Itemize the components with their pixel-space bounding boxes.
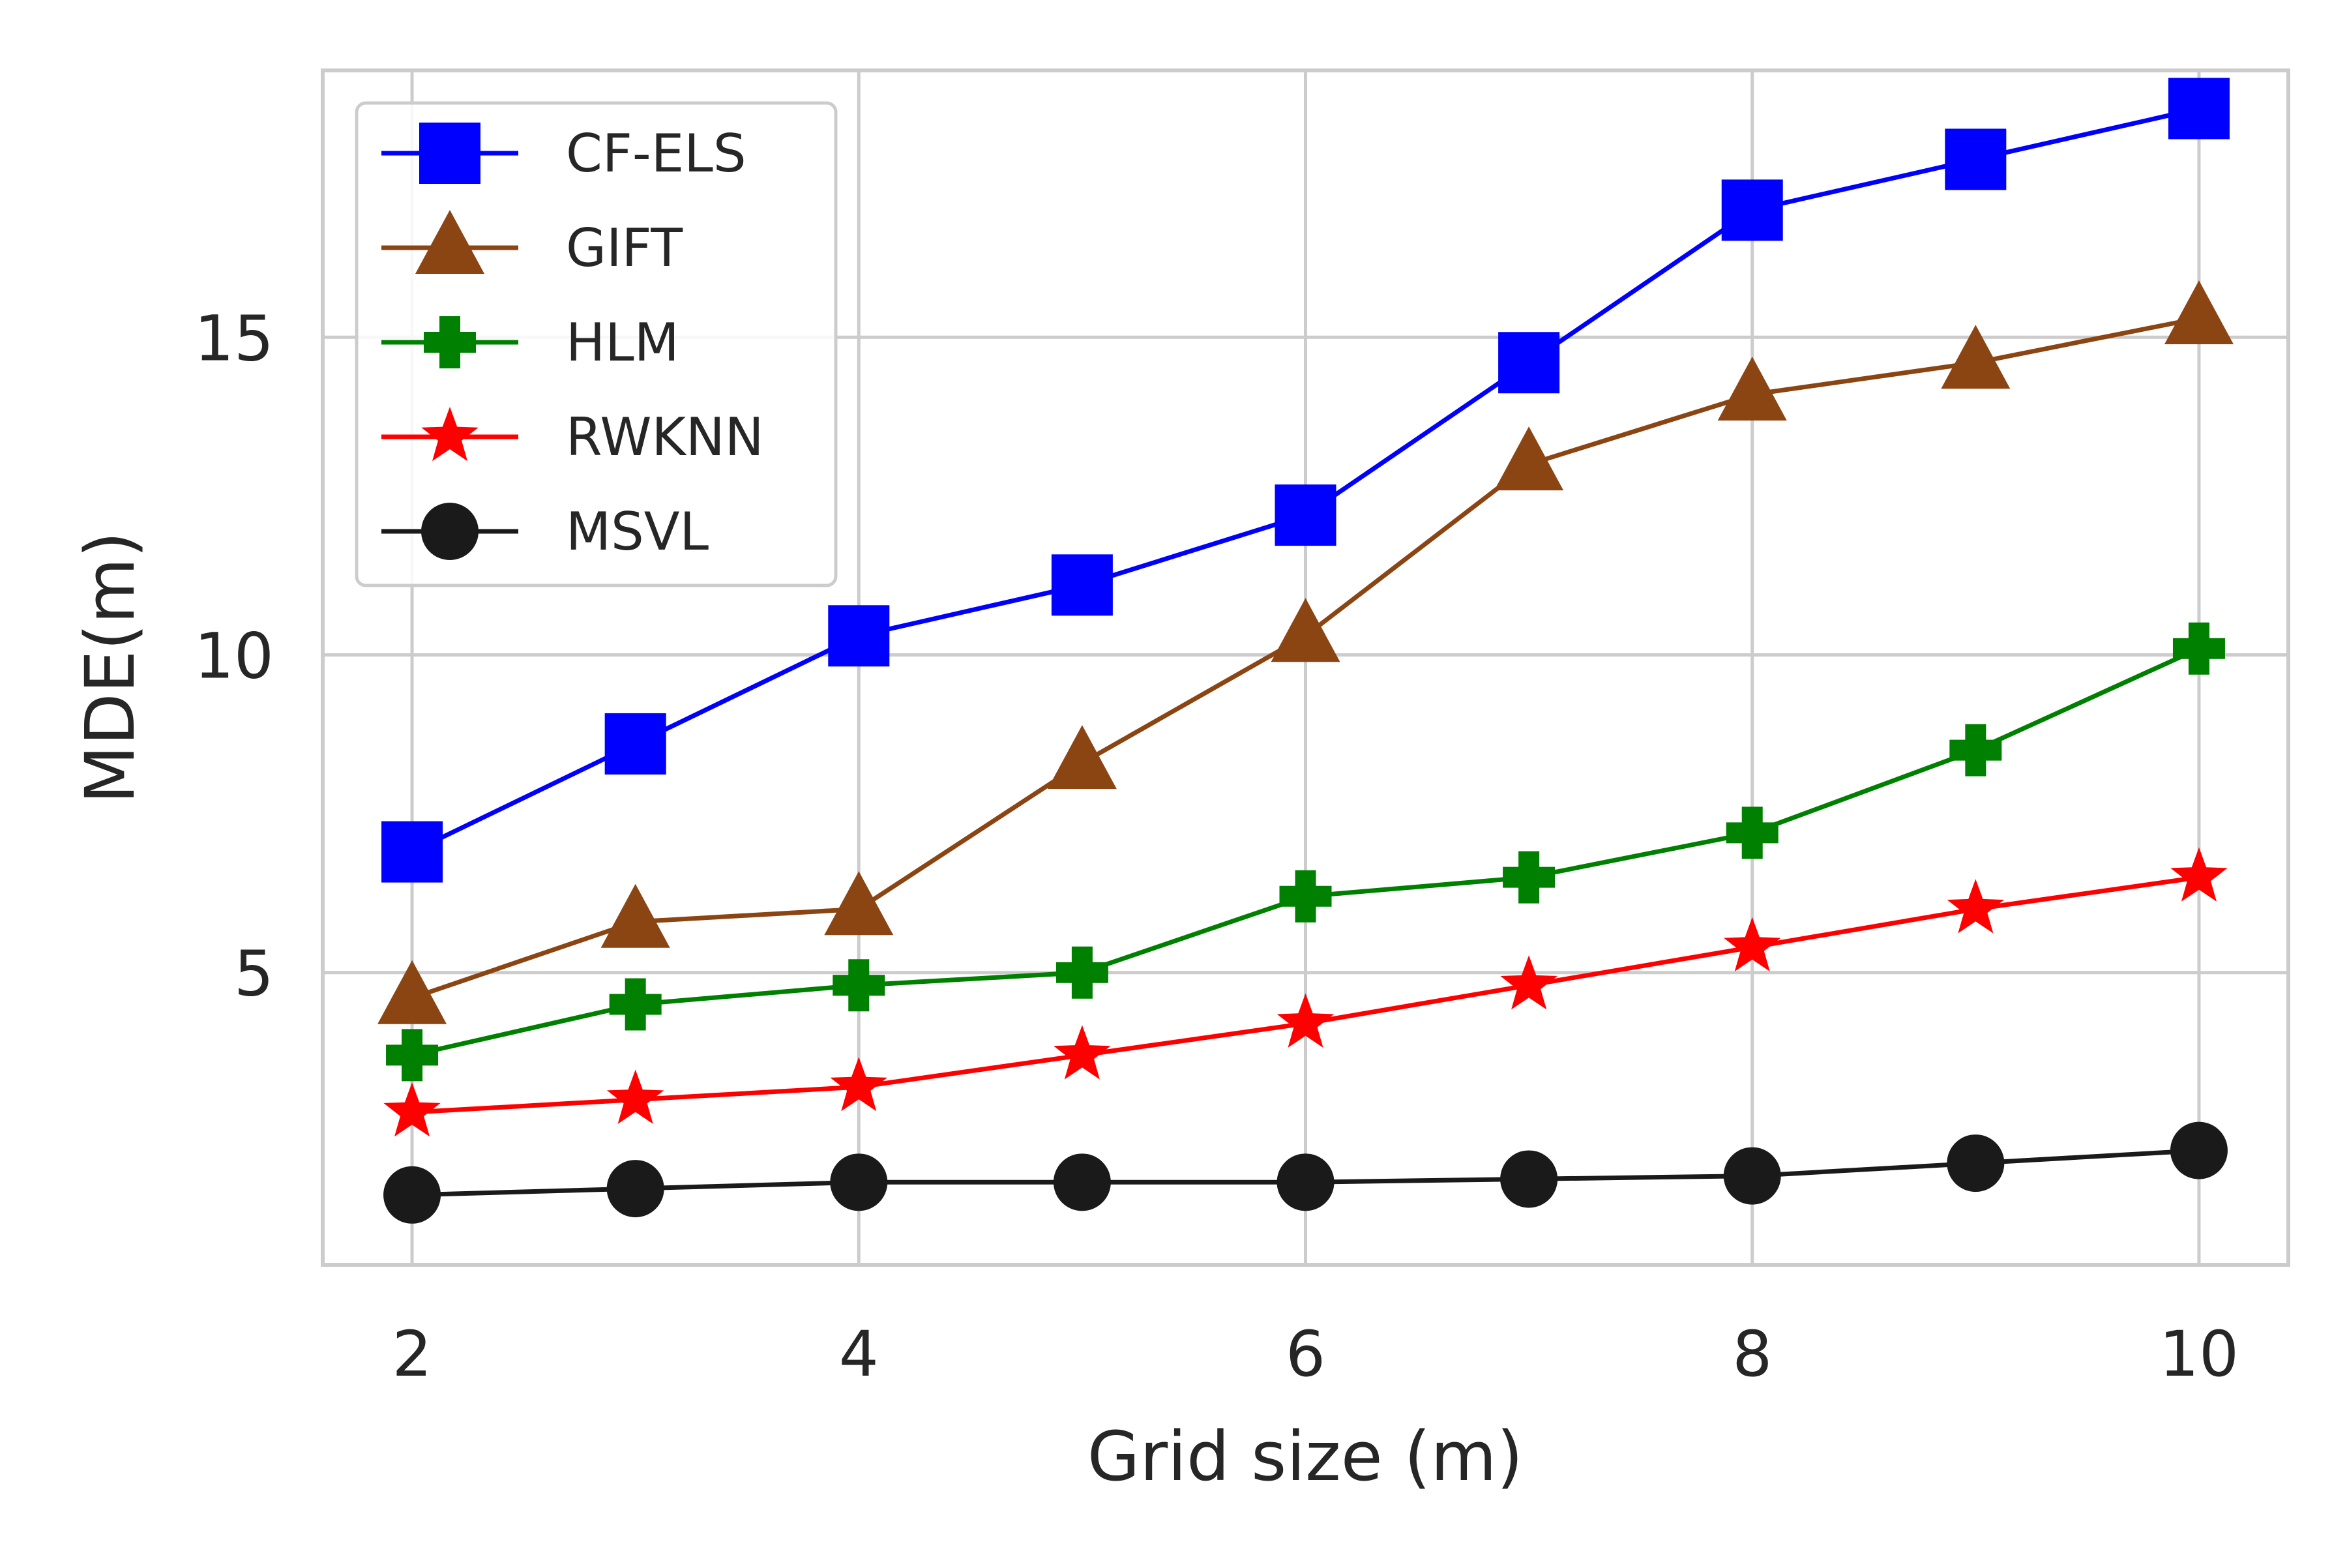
y-tick-label: 15 — [194, 302, 274, 375]
legend-marker-gift — [415, 210, 484, 274]
plot-frame — [321, 68, 2290, 1267]
legend-box — [355, 101, 838, 587]
data-point-hlm — [1726, 806, 1779, 859]
data-point-cf-els — [1498, 332, 1560, 394]
series-cf-els — [381, 78, 2230, 883]
legend: CF-ELS GIFT HLM RWKNN MSVL — [355, 101, 838, 587]
legend-label-cf-els: CF-ELS — [566, 123, 746, 184]
x-tick-label: 10 — [2159, 1318, 2239, 1391]
data-point-msvl — [1500, 1150, 1558, 1208]
data-point-hlm — [1279, 870, 1332, 923]
data-point-rwknn — [606, 1069, 664, 1124]
data-point-msvl — [830, 1153, 888, 1211]
data-point-hlm — [1055, 946, 1108, 999]
data-point-hlm — [1949, 724, 2002, 777]
data-point-cf-els — [604, 713, 666, 775]
legend-entry-hlm: HLM — [381, 312, 679, 373]
data-point-rwknn — [1724, 917, 1781, 971]
data-point-cf-els — [1275, 484, 1336, 546]
data-point-gift — [1717, 356, 1787, 421]
x-tick-label: 6 — [1286, 1318, 1325, 1391]
legend-marker-rwknn — [421, 407, 479, 462]
legend-label-hlm: HLM — [566, 312, 679, 373]
series-group — [377, 78, 2234, 1224]
x-axis-label: Grid size (m) — [1087, 1417, 1523, 1496]
data-point-cf-els — [381, 821, 443, 883]
legend-entry-rwknn: RWKNN — [381, 407, 764, 467]
data-point-cf-els — [1721, 179, 1783, 241]
data-point-gift — [2164, 280, 2234, 345]
tick-labels: 2 4 6 8 10 5 10 15 — [194, 302, 2239, 1391]
series-msvl — [383, 1121, 2228, 1224]
data-point-hlm — [386, 1029, 439, 1082]
data-point-msvl — [606, 1160, 664, 1218]
data-point-msvl — [1723, 1147, 1781, 1205]
data-point-gift — [1047, 725, 1117, 790]
legend-marker-msvl — [421, 503, 479, 560]
x-tick-label: 2 — [392, 1318, 432, 1391]
data-point-gift — [600, 883, 670, 948]
data-point-hlm — [833, 959, 885, 1012]
data-point-rwknn — [383, 1082, 441, 1137]
data-point-rwknn — [1277, 993, 1335, 1048]
x-tick-label: 4 — [839, 1318, 879, 1391]
data-point-cf-els — [1051, 554, 1113, 616]
series-rwknn — [383, 847, 2228, 1137]
data-point-gift — [1941, 325, 2011, 389]
data-point-msvl — [383, 1166, 441, 1224]
legend-entry-cf-els: CF-ELS — [381, 123, 746, 184]
legend-label-rwknn: RWKNN — [566, 407, 764, 467]
legend-entry-gift: GIFT — [381, 210, 683, 278]
data-point-gift — [824, 871, 894, 936]
data-point-rwknn — [830, 1057, 887, 1112]
data-point-rwknn — [1500, 955, 1557, 1010]
data-point-hlm — [1503, 851, 1556, 904]
data-point-msvl — [1277, 1153, 1335, 1211]
data-point-cf-els — [1945, 128, 2007, 190]
series-hlm — [386, 622, 2225, 1082]
data-point-rwknn — [2170, 847, 2228, 902]
data-point-hlm — [2172, 622, 2225, 675]
data-point-msvl — [1947, 1134, 2005, 1192]
legend-label-msvl: MSVL — [566, 501, 709, 562]
y-tick-label: 10 — [194, 620, 274, 693]
data-point-gift — [377, 960, 447, 1024]
data-point-gift — [1271, 598, 1340, 662]
y-axis-label: MDE(m) — [70, 531, 150, 804]
series-gift — [377, 280, 2234, 1024]
data-point-gift — [1494, 426, 1564, 491]
data-point-cf-els — [2168, 78, 2230, 140]
data-point-rwknn — [1947, 879, 2005, 934]
legend-marker-hlm — [424, 316, 476, 368]
y-tick-label: 5 — [234, 938, 274, 1011]
data-point-msvl — [1053, 1153, 1111, 1211]
x-tick-label: 8 — [1732, 1318, 1772, 1391]
data-point-cf-els — [828, 605, 890, 667]
data-point-msvl — [2170, 1121, 2228, 1179]
data-point-rwknn — [1054, 1025, 1111, 1080]
data-point-hlm — [609, 978, 662, 1031]
legend-marker-cf-els — [419, 123, 480, 184]
legend-label-gift: GIFT — [566, 218, 683, 278]
legend-entry-msvl: MSVL — [381, 501, 709, 562]
